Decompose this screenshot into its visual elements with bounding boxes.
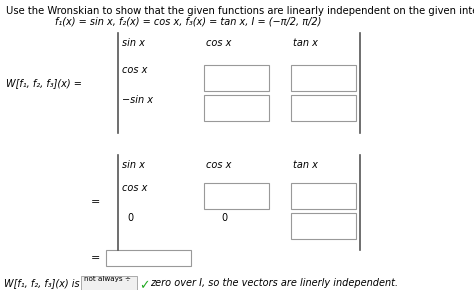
Text: cos x: cos x	[122, 65, 147, 75]
Text: W[f₁, f₂, f₃](x) =: W[f₁, f₂, f₃](x) =	[6, 78, 82, 88]
Text: ✓: ✓	[139, 279, 149, 290]
Text: zero over I, so the vectors are linerly independent.: zero over I, so the vectors are linerly …	[150, 278, 398, 288]
Text: =: =	[91, 197, 100, 207]
Text: tan x: tan x	[293, 160, 318, 170]
Text: f₁(x) = sin x, f₂(x) = cos x, f₃(x) = tan x, I = (−π/2, π/2): f₁(x) = sin x, f₂(x) = cos x, f₃(x) = ta…	[55, 17, 321, 27]
Text: Use the Wronskian to show that the given functions are linearly independent on t: Use the Wronskian to show that the given…	[6, 6, 474, 16]
FancyBboxPatch shape	[204, 65, 269, 91]
Text: cos x: cos x	[206, 160, 231, 170]
Text: cos x: cos x	[206, 38, 231, 48]
Text: 0: 0	[127, 213, 133, 223]
Text: −sin x: −sin x	[122, 95, 153, 105]
Text: W[f₁, f₂, f₃](x) is: W[f₁, f₂, f₃](x) is	[4, 278, 80, 288]
Text: =: =	[91, 253, 100, 263]
Text: sin x: sin x	[122, 38, 145, 48]
Text: cos x: cos x	[122, 183, 147, 193]
Text: 0: 0	[221, 213, 227, 223]
FancyBboxPatch shape	[204, 95, 269, 121]
Text: sin x: sin x	[122, 160, 145, 170]
FancyBboxPatch shape	[204, 183, 269, 209]
FancyBboxPatch shape	[291, 183, 356, 209]
FancyBboxPatch shape	[291, 95, 356, 121]
Text: tan x: tan x	[293, 38, 318, 48]
FancyBboxPatch shape	[106, 250, 191, 266]
FancyBboxPatch shape	[291, 65, 356, 91]
Text: not always ÷: not always ÷	[84, 276, 131, 282]
FancyBboxPatch shape	[81, 276, 137, 290]
FancyBboxPatch shape	[291, 213, 356, 239]
